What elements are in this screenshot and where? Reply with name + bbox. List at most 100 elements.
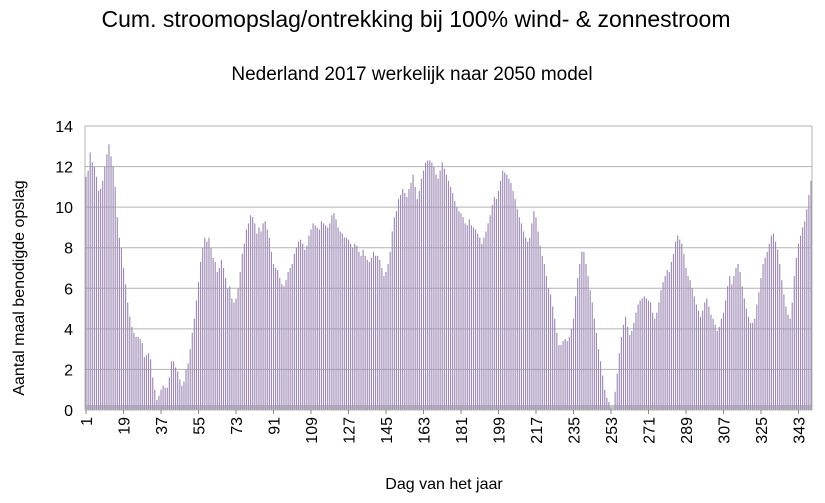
bar bbox=[447, 180, 450, 410]
bar bbox=[241, 253, 243, 410]
bar bbox=[745, 308, 747, 410]
y-tick-label: 12 bbox=[55, 160, 73, 177]
bar bbox=[439, 170, 441, 410]
axes bbox=[84, 125, 813, 411]
bar bbox=[327, 227, 329, 410]
bar bbox=[702, 310, 704, 410]
bar bbox=[714, 324, 716, 410]
bar bbox=[87, 170, 89, 410]
bar bbox=[177, 371, 179, 410]
bar bbox=[125, 284, 127, 410]
bar bbox=[375, 255, 377, 410]
bar bbox=[737, 263, 739, 410]
bar bbox=[110, 156, 112, 410]
bar bbox=[437, 178, 439, 410]
bar bbox=[527, 241, 529, 410]
bar bbox=[466, 225, 468, 410]
bar bbox=[691, 288, 693, 410]
bar bbox=[664, 276, 666, 410]
bar bbox=[808, 194, 810, 410]
bar bbox=[237, 288, 239, 410]
bar bbox=[258, 227, 260, 410]
bar bbox=[637, 304, 639, 410]
bar bbox=[331, 215, 333, 410]
bar bbox=[475, 229, 477, 410]
bar bbox=[585, 263, 587, 410]
bar bbox=[481, 243, 483, 410]
bar bbox=[454, 201, 456, 410]
bar bbox=[658, 302, 660, 410]
bar bbox=[539, 245, 541, 410]
bar bbox=[427, 160, 429, 410]
bar bbox=[385, 272, 387, 410]
bar bbox=[435, 174, 437, 410]
bar bbox=[604, 389, 606, 410]
bar bbox=[525, 237, 527, 410]
bar bbox=[774, 241, 777, 410]
bar bbox=[685, 268, 687, 410]
bar bbox=[166, 387, 168, 410]
bar bbox=[289, 268, 291, 410]
bar bbox=[147, 353, 150, 410]
bar bbox=[175, 367, 177, 410]
bar bbox=[608, 401, 610, 410]
bar bbox=[589, 290, 591, 410]
bar bbox=[560, 345, 562, 410]
bar bbox=[108, 144, 110, 410]
bar bbox=[220, 259, 223, 410]
bar bbox=[699, 316, 702, 410]
bar bbox=[647, 300, 650, 410]
bar bbox=[704, 302, 706, 410]
bar bbox=[212, 257, 214, 410]
bar bbox=[472, 227, 475, 410]
bar bbox=[193, 318, 195, 410]
bar bbox=[164, 387, 166, 410]
bar bbox=[729, 276, 731, 410]
bar bbox=[785, 306, 787, 410]
bar bbox=[522, 231, 525, 410]
bar bbox=[183, 381, 185, 410]
bar bbox=[781, 280, 783, 410]
bar bbox=[547, 288, 550, 410]
bar bbox=[456, 207, 458, 410]
bar bbox=[204, 237, 206, 410]
chart-subtitle: Nederland 2017 werkelijk naar 2050 model bbox=[231, 64, 592, 85]
bar bbox=[614, 391, 616, 410]
bar bbox=[168, 377, 170, 410]
bar bbox=[112, 166, 114, 410]
bar bbox=[154, 389, 156, 410]
bar bbox=[231, 298, 233, 410]
y-axis-label: Aantal maal benodigde opslag bbox=[11, 180, 28, 395]
bar bbox=[752, 322, 754, 410]
bar bbox=[687, 276, 689, 410]
bar bbox=[575, 296, 577, 410]
bar bbox=[270, 251, 273, 410]
x-tick-label: 199 bbox=[491, 417, 508, 444]
bar bbox=[387, 263, 389, 410]
y-tick-label: 6 bbox=[64, 281, 73, 298]
bar bbox=[195, 300, 198, 410]
bar bbox=[304, 249, 306, 410]
y-tick-label: 14 bbox=[55, 119, 73, 136]
bar bbox=[708, 306, 710, 410]
bar bbox=[445, 174, 447, 410]
bar bbox=[762, 263, 764, 410]
bar bbox=[533, 211, 535, 410]
bar bbox=[370, 257, 372, 410]
bar bbox=[143, 357, 145, 410]
bar bbox=[297, 241, 300, 410]
bar bbox=[779, 263, 781, 410]
x-tick-label: 163 bbox=[417, 417, 434, 444]
bar bbox=[668, 272, 670, 410]
bar bbox=[339, 231, 341, 410]
bar bbox=[320, 221, 323, 410]
bar bbox=[754, 318, 756, 410]
bar bbox=[416, 199, 418, 410]
bar bbox=[302, 243, 304, 410]
x-tick-label: 217 bbox=[529, 417, 546, 444]
bar bbox=[420, 178, 422, 410]
bar bbox=[431, 162, 433, 410]
bar bbox=[722, 312, 725, 410]
bar bbox=[389, 251, 391, 410]
bar bbox=[520, 223, 522, 410]
